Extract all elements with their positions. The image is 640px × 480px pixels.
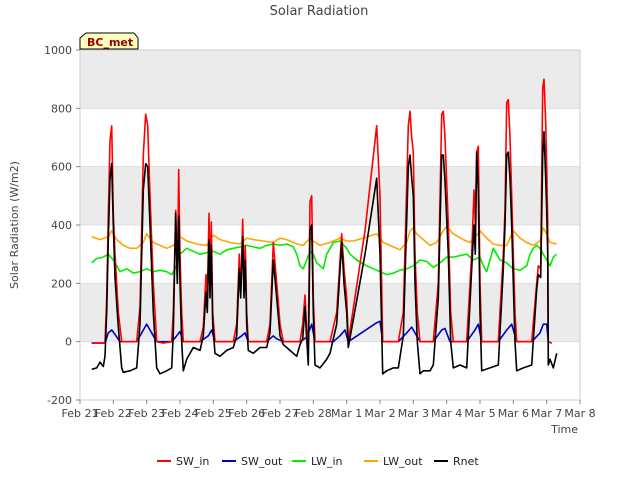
x-tick-label: Feb 27 [262, 407, 299, 420]
legend-label: SW_in [176, 455, 209, 468]
x-tick-label: Mar 3 [398, 407, 429, 420]
y-tick-label: 1000 [44, 44, 72, 57]
y-tick-label: 0 [65, 336, 72, 349]
series-line-sw-in [91, 78, 553, 344]
y-tick-label: -200 [47, 394, 72, 407]
y-tick-label: 800 [51, 102, 72, 115]
x-tick-label: Mar 1 [331, 407, 362, 420]
plot-band [80, 50, 580, 109]
x-tick-label: Feb 25 [195, 407, 232, 420]
x-tick-label: Feb 24 [162, 407, 199, 420]
x-tick-label: Mar 5 [464, 407, 495, 420]
x-tick-label: Mar 6 [498, 407, 529, 420]
x-tick-label: Mar 2 [364, 407, 395, 420]
x-tick-label: Feb 23 [128, 407, 165, 420]
legend-label: LW_in [311, 455, 343, 468]
x-tick-label: Mar 8 [564, 407, 595, 420]
chart-title: Solar Radiation [270, 4, 369, 19]
x-tick-label: Feb 21 [62, 407, 99, 420]
legend-label: LW_out [383, 455, 423, 468]
legend-label: Rnet [453, 455, 479, 468]
x-tick-label: Mar 4 [431, 407, 462, 420]
plot-band [80, 166, 580, 225]
plot-band [80, 283, 580, 342]
y-axis-label: Solar Radiation (W/m2) [8, 161, 21, 289]
series-line-lw-out [91, 225, 557, 251]
y-tick-label: 600 [51, 161, 72, 174]
y-tick-label: 200 [51, 277, 72, 290]
station-badge-box [79, 32, 139, 50]
station-badge: BC_met [79, 32, 139, 50]
legend-label: SW_out [241, 455, 283, 468]
x-tick-label: Mar 7 [531, 407, 562, 420]
station-badge-label: BC_met [87, 36, 133, 49]
series-line-rnet [91, 130, 558, 375]
x-tick-label: Feb 22 [95, 407, 132, 420]
series-line-lw-in [91, 240, 558, 276]
data-series [91, 78, 558, 375]
x-tick-label: Feb 28 [295, 407, 332, 420]
x-tick-label: Feb 26 [228, 407, 265, 420]
y-axis-ticks: -200 0 200 400 600 800 1000 [44, 44, 80, 407]
y-tick-label: 400 [51, 219, 72, 232]
legend: SW_in SW_out LW_in LW_out Rnet [157, 455, 479, 468]
x-axis-label: Time [550, 423, 578, 436]
